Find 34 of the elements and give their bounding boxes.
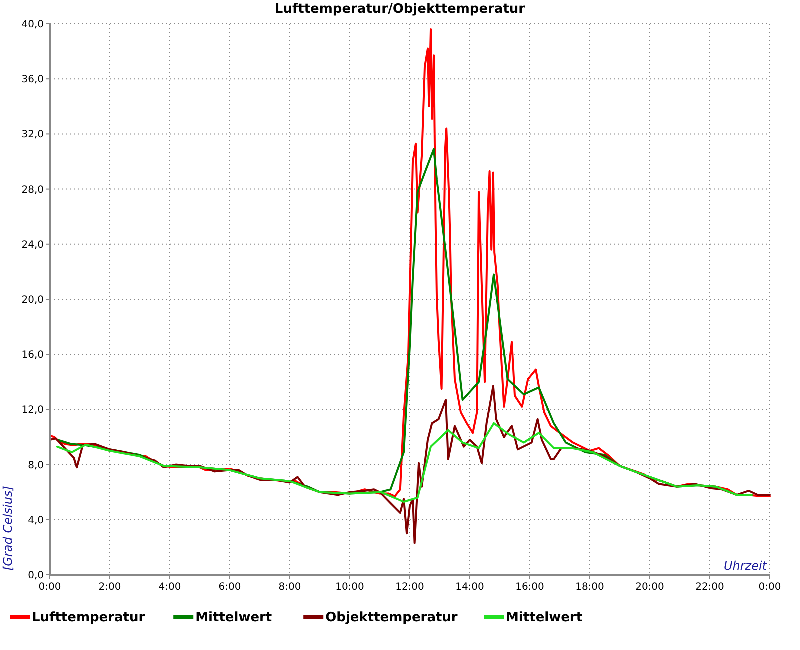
x-tick-label: 0:00 — [38, 582, 62, 593]
legend-label: Mittelwert — [506, 610, 583, 626]
line-series — [49, 385, 771, 544]
x-tick-label: 16:00 — [516, 582, 544, 593]
y-tick-label: 0,0 — [28, 570, 44, 582]
y-tick-label: 28,0 — [22, 184, 44, 196]
x-tick-label: 0:00 — [758, 582, 782, 593]
y-tick-label: 36,0 — [22, 74, 44, 86]
x-tick-label: 6:00 — [218, 582, 242, 593]
line-series — [49, 28, 771, 498]
y-tick-label: 24,0 — [22, 240, 44, 251]
y-tick-label: 8,0 — [28, 460, 44, 472]
x-tick-label: 8:00 — [278, 582, 302, 593]
y-tick-label: 20,0 — [22, 295, 44, 306]
y-tick-label: 32,0 — [22, 130, 44, 141]
x-tick-label: 14:00 — [456, 582, 484, 593]
chart-title: Lufttemperatur/Objekttemperatur — [274, 2, 526, 17]
x-tick-label: 10:00 — [336, 582, 364, 593]
y-tick-label: 40,0 — [22, 20, 44, 30]
y-tick-label: 12,0 — [22, 405, 44, 416]
x-tick-label: 4:00 — [158, 582, 182, 593]
x-tick-label: 20:00 — [636, 582, 664, 593]
x-tick-label: 12:00 — [396, 582, 424, 593]
legend-label: Lufttemperatur — [32, 610, 146, 626]
legend-label: Mittelwert — [196, 610, 272, 626]
legend-label: Objekttemperatur — [326, 610, 458, 626]
x-axis-title: Uhrzeit — [724, 559, 768, 573]
line-series — [56, 422, 753, 503]
x-tick-label: 22:00 — [696, 582, 724, 593]
x-tick-label: 2:00 — [98, 582, 122, 593]
x-tick-label: 18:00 — [576, 582, 604, 593]
y-axis-title: [Grad Celsius] — [1, 486, 15, 571]
y-tick-label: 16,0 — [22, 350, 44, 362]
y-tick-label: 4,0 — [28, 515, 44, 526]
